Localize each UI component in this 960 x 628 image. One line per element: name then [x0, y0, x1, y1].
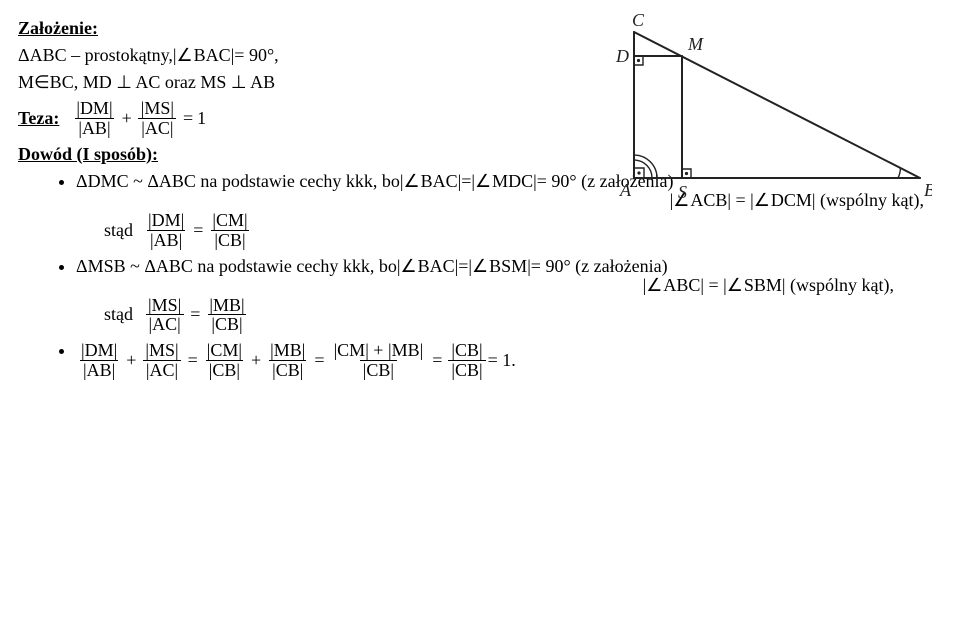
text: = 90°, — [234, 45, 278, 66]
stad: stąd — [104, 304, 133, 325]
den: CB — [208, 314, 245, 334]
line: ΔMSB ~ ΔABC na podstawie cechy kkk, bo B… — [76, 256, 942, 277]
abs-angle: BAC — [173, 45, 234, 66]
svg-text:S: S — [678, 182, 687, 200]
proof-list: ΔDMC ~ ΔABC na podstawie cechy kkk, bo B… — [18, 171, 942, 380]
eq: = — [183, 108, 193, 129]
proof-label: Dowód (I sposób): — [18, 144, 158, 164]
proof-item-2: ΔMSB ~ ΔABC na podstawie cechy kkk, bo B… — [76, 256, 942, 335]
eq: = — [458, 256, 468, 277]
abs: BSM — [468, 256, 530, 277]
den: AB — [147, 230, 185, 250]
svg-text:B: B — [924, 180, 932, 200]
num: MS — [145, 296, 184, 315]
den: AC — [143, 360, 181, 380]
num: MB — [267, 341, 308, 360]
text: ΔMSB ~ ΔABC na podstawie cechy kkk, bo — [76, 256, 397, 277]
angle: SBM — [727, 275, 782, 295]
fraction: MS AC — [142, 341, 181, 380]
text: = 90° (z założenia) — [531, 256, 668, 277]
equation-chain: DM AB + MS AC = CM CB + MB CB = CM + MB — [76, 341, 942, 380]
plus: + — [126, 350, 136, 371]
num: CB — [448, 341, 485, 360]
den: CB — [360, 360, 397, 380]
assumption-label: Założenie: — [18, 18, 98, 38]
seg: MB — [388, 340, 423, 360]
diagram-svg: A B CD M S — [572, 10, 932, 200]
plus: + — [122, 108, 132, 129]
den: CB — [269, 360, 306, 380]
fraction: CM CB — [204, 341, 245, 380]
abs: ABC — [643, 275, 704, 295]
abs: MDC — [471, 171, 536, 192]
fraction: CM CB — [209, 211, 250, 250]
num: CM — [204, 341, 245, 360]
num: DM — [73, 99, 115, 118]
den: AC — [138, 118, 176, 138]
eq: = — [188, 350, 198, 371]
eq: = — [314, 350, 324, 371]
eq: = — [432, 350, 442, 371]
den: CB — [206, 360, 243, 380]
svg-text:C: C — [632, 10, 645, 30]
fraction: MS AC — [138, 99, 177, 138]
angle: MDC — [475, 171, 533, 191]
svg-text:M: M — [687, 34, 704, 54]
eq: = — [461, 171, 471, 192]
abs: BAC — [400, 171, 461, 192]
text: (wspólny kąt), — [790, 275, 894, 295]
num: MS — [142, 341, 181, 360]
den: CB — [211, 230, 248, 250]
angle: BAC — [403, 171, 457, 191]
plus: + — [369, 340, 388, 360]
fraction: CB CB — [448, 341, 485, 380]
plus: + — [251, 350, 261, 371]
fraction: MB CB — [206, 296, 247, 335]
stad-line: stąd DM AB = CM CB — [104, 211, 942, 250]
abs: BAC — [397, 256, 458, 277]
num: DM — [78, 341, 120, 360]
fraction: DM AB — [145, 211, 187, 250]
angle: BAC — [400, 256, 454, 276]
text: ΔDMC ~ ΔABC na podstawie cechy kkk, bo — [76, 171, 400, 192]
text: ΔABC – prostokątny, — [18, 45, 173, 66]
seg: CM — [334, 340, 369, 360]
eq: = — [193, 220, 203, 241]
eq: = — [190, 304, 200, 325]
abs: SBM — [723, 275, 785, 295]
angle: ABC — [646, 275, 700, 295]
fraction: MS AC — [145, 296, 184, 335]
thesis-label: Teza: — [18, 108, 59, 129]
den: AB — [75, 118, 113, 138]
stad: stąd — [104, 220, 133, 241]
den: CB — [448, 360, 485, 380]
angle-bac: BAC — [177, 45, 231, 65]
stad-line: stąd MS AC = MB CB — [104, 296, 942, 335]
den: AC — [146, 314, 184, 334]
line: ABC = SBM (wspólny kąt), — [76, 275, 942, 296]
num: MB — [206, 296, 247, 315]
geometry-diagram: A B CD M S — [572, 10, 932, 200]
svg-text:A: A — [619, 180, 632, 200]
fraction: CM + MB CB — [331, 341, 427, 380]
tail: = 1. — [488, 350, 516, 371]
num: MS — [138, 99, 177, 118]
fraction: DM AB — [78, 341, 120, 380]
svg-text:D: D — [615, 46, 629, 66]
fraction: MB CB — [267, 341, 308, 380]
num: CM — [209, 211, 250, 230]
proof-item-3: DM AB + MS AC = CM CB + MB CB = CM + MB — [76, 340, 942, 380]
eq: = — [708, 275, 723, 295]
fraction: DM AB — [73, 99, 115, 138]
num: DM — [145, 211, 187, 230]
num: CM + MB — [331, 341, 427, 360]
angle: BSM — [472, 256, 527, 276]
den: AB — [80, 360, 118, 380]
one: 1 — [197, 108, 206, 129]
